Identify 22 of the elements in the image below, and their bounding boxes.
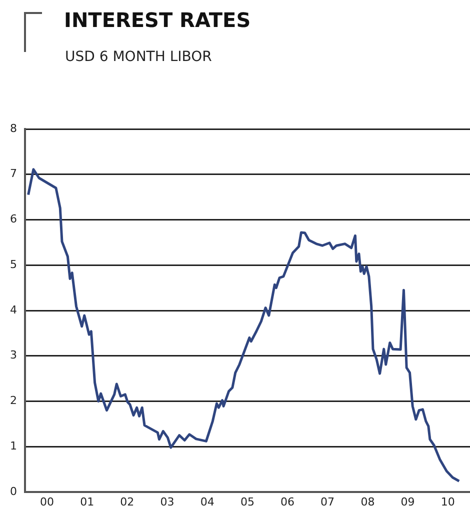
x-tick-label: 02 (120, 495, 134, 508)
x-tick-label: 03 (160, 495, 174, 508)
y-tick-label: 7 (10, 167, 17, 180)
x-tick-label: 04 (200, 495, 214, 508)
x-tick-label: 10 (440, 495, 455, 508)
y-tick-label: 3 (10, 348, 17, 362)
chart-subtitle: USD 6 MONTH LIBOR (65, 49, 212, 65)
x-tick-label: 08 (360, 495, 375, 508)
y-tick-label: 1 (10, 439, 17, 452)
x-tick-label: 00 (40, 495, 54, 508)
x-tick-label: 07 (320, 495, 335, 508)
x-tick-label: 05 (240, 495, 254, 508)
y-tick-label: 5 (10, 258, 17, 271)
y-tick-label: 0 (10, 484, 17, 498)
x-tick-label: 06 (280, 495, 294, 508)
x-tick-label: 09 (400, 495, 415, 508)
y-tick-label: 4 (10, 303, 17, 316)
y-tick-label: 8 (10, 122, 17, 135)
y-tick-label: 6 (10, 212, 17, 226)
y-tick-label: 2 (10, 394, 17, 408)
chart-title: INTEREST RATES (64, 8, 251, 32)
x-tick-label: 01 (80, 495, 94, 508)
